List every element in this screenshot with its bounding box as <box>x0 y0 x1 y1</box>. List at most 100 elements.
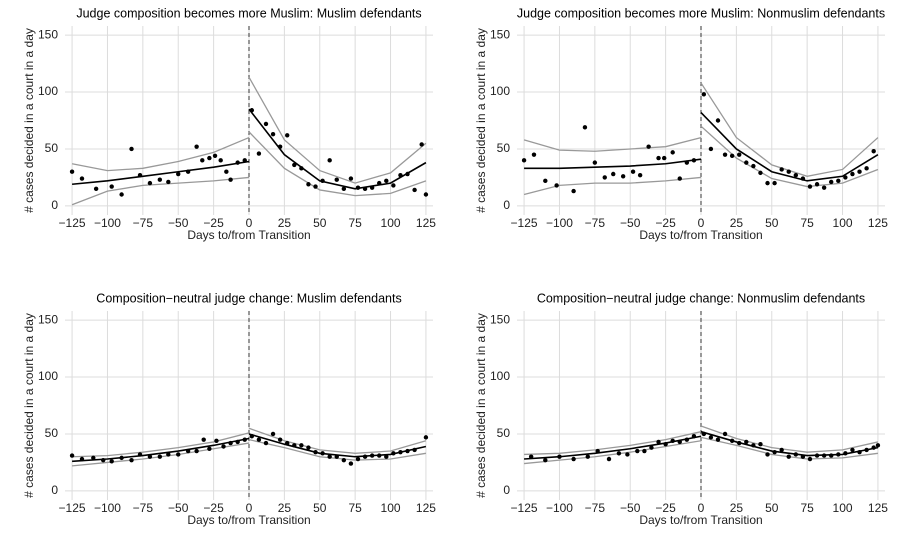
data-point <box>642 448 647 454</box>
x-axis-label: Days to/from Transition <box>639 228 762 242</box>
data-point <box>320 178 325 184</box>
data-point <box>377 453 382 458</box>
data-point <box>377 180 382 186</box>
ci-upper-line <box>71 136 250 172</box>
data-point <box>256 437 262 442</box>
x-tick-label: −50 <box>620 216 641 230</box>
data-point <box>616 451 622 456</box>
data-point <box>270 431 276 437</box>
data-point <box>242 437 247 442</box>
x-axis-label: Days to/from Transition <box>639 513 762 527</box>
data-point <box>684 437 690 442</box>
data-point <box>249 434 255 439</box>
data-point <box>249 108 255 113</box>
data-point <box>194 144 199 149</box>
data-point <box>620 174 626 179</box>
data-point <box>585 454 590 459</box>
data-point <box>391 183 396 188</box>
data-point <box>185 448 191 454</box>
data-point <box>306 445 311 450</box>
data-point <box>242 158 247 163</box>
data-point <box>200 158 205 163</box>
data-point <box>277 144 283 149</box>
data-point <box>256 151 262 156</box>
fit-line <box>72 160 250 186</box>
data-point <box>786 169 791 174</box>
data-point <box>69 169 75 174</box>
data-point <box>384 454 389 459</box>
x-axis-label: Days to/from Transition <box>187 513 310 527</box>
data-point <box>119 192 124 197</box>
y-axis-label: # cases decided in a court in a day <box>474 28 488 213</box>
data-point <box>263 121 269 127</box>
data-point <box>821 453 827 458</box>
ci-upper-line <box>72 432 250 458</box>
data-point <box>554 183 559 188</box>
data-point <box>185 169 191 174</box>
data-point <box>670 438 675 443</box>
x-tick-label: −75 <box>133 216 154 230</box>
data-point <box>313 184 318 189</box>
data-point <box>419 142 424 147</box>
x-tick-label: −100 <box>94 216 121 230</box>
data-point <box>348 461 354 466</box>
data-point <box>571 456 576 462</box>
data-point <box>341 186 347 192</box>
data-point <box>299 443 304 448</box>
data-point <box>814 182 820 187</box>
data-point <box>850 171 855 177</box>
data-point <box>306 182 311 187</box>
data-point <box>758 442 763 447</box>
data-point <box>729 438 735 443</box>
data-point <box>557 454 562 459</box>
y-tick-label: 0 <box>51 198 58 212</box>
data-point <box>157 454 163 459</box>
y-tick-label: 50 <box>497 426 511 440</box>
ci-lower-line <box>248 131 427 197</box>
y-tick-label: 0 <box>503 198 510 212</box>
data-point <box>571 188 576 194</box>
x-tick-label: −125 <box>511 501 538 515</box>
data-point <box>691 434 697 439</box>
data-point <box>857 169 862 174</box>
x-tick-label: 25 <box>730 501 744 515</box>
data-point <box>737 152 742 157</box>
y-tick-label: 100 <box>490 84 510 98</box>
data-point <box>751 163 756 169</box>
x-tick-label: 125 <box>416 216 436 230</box>
data-point <box>228 440 233 446</box>
data-point <box>137 452 143 457</box>
data-point <box>677 439 682 445</box>
data-point <box>221 444 226 449</box>
data-point <box>656 439 661 445</box>
data-point <box>292 443 297 448</box>
data-point <box>362 186 368 192</box>
panel-title: Judge composition becomes more Muslim: M… <box>76 6 421 20</box>
data-point <box>384 178 389 184</box>
data-point <box>595 448 600 454</box>
data-point <box>79 456 85 462</box>
ci-upper-line <box>523 136 702 152</box>
y-tick-label: 150 <box>38 312 58 326</box>
data-point <box>423 435 429 440</box>
data-point <box>228 177 233 182</box>
data-point <box>625 452 630 457</box>
data-point <box>751 443 756 448</box>
data-point <box>708 146 714 152</box>
data-point <box>744 160 749 165</box>
data-point <box>630 169 636 174</box>
x-tick-label: −100 <box>94 501 121 515</box>
x-tick-label: −100 <box>546 216 573 230</box>
ci-upper-line <box>248 427 427 454</box>
data-point <box>129 146 134 152</box>
x-tick-label: −125 <box>59 216 86 230</box>
data-point <box>292 162 297 168</box>
data-point <box>313 449 318 455</box>
data-point <box>829 453 834 458</box>
data-point <box>765 452 770 457</box>
x-tick-label: 100 <box>381 501 401 515</box>
data-point <box>355 185 361 190</box>
panel-title: Composition−neutral judge change: Muslim… <box>96 291 401 305</box>
data-point <box>772 449 777 455</box>
data-point <box>341 457 347 463</box>
